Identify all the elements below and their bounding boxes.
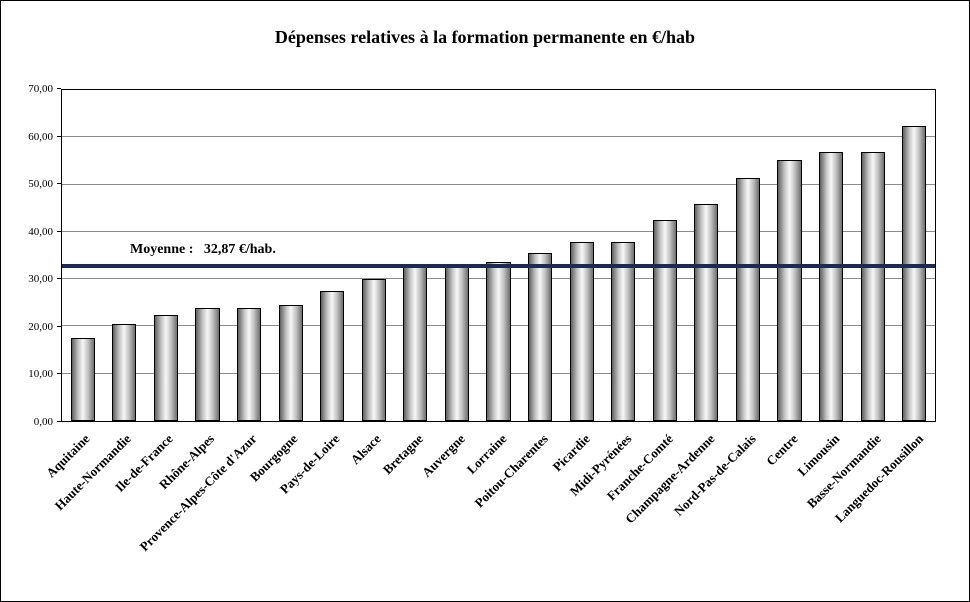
x-axis-label: Auvergne [418,431,468,480]
bar [902,126,927,421]
chart-title: Dépenses relatives à la formation perman… [274,27,696,47]
bar [237,307,262,421]
x-axis-label: Centre [763,431,801,469]
bar [694,204,719,421]
bar [569,241,594,421]
y-tick-label: 10,00 [28,368,53,381]
average-line [62,263,935,268]
gridline [62,183,935,185]
bar [70,337,95,421]
bar [153,315,178,421]
y-tick-mark [57,278,61,280]
plot-area: Moyenne : 32,87 €/hab. [61,89,936,422]
y-tick-label: 20,00 [28,320,53,333]
y-tick-label: 0,00 [33,416,53,428]
bar [195,307,220,421]
bar [777,159,802,421]
x-axis-label: Poitou-Charentes [471,431,551,511]
bar [652,220,677,421]
y-axis: 0,00 10,00 20,00 30,00 40,00 50,00 60,00 70,00 [1,83,61,428]
bar [444,264,469,421]
bar [320,291,345,421]
y-tick-mark [57,230,61,232]
y-tick-mark [57,183,61,185]
y-tick-mark [57,88,61,89]
y-tick-label: 40,00 [28,225,53,238]
x-axis-label: Basse-Normandie [804,431,885,512]
y-tick-label: 30,00 [28,273,53,286]
bar [860,152,885,421]
average-annotation: Moyenne : 32,87 €/hab. [130,241,276,257]
gridline [62,136,935,138]
bar [361,278,386,421]
gridline [62,230,935,232]
bar [611,241,636,421]
y-tick-label: 70,00 [28,83,53,95]
y-tick-label: 50,00 [28,178,53,191]
x-axis-label: Alsace [347,431,385,468]
x-axis-labels: Aquitaine Haute-Normandie Ile-de-France Rhô… [43,425,936,601]
y-tick-mark [57,373,61,375]
y-tick-mark [57,135,61,137]
bar [735,177,760,421]
bar [278,304,303,421]
y-tick-mark [57,421,61,422]
bar [403,267,428,421]
bar [486,261,511,421]
y-tick-mark [57,325,61,327]
bar [112,323,137,421]
bar [528,252,553,421]
bar [819,152,844,421]
y-tick-label: 60,00 [28,130,53,143]
